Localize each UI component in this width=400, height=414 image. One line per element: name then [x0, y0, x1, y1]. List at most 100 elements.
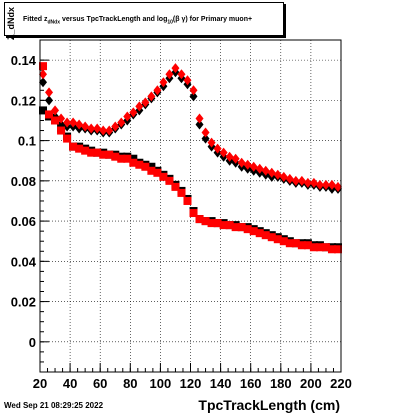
data-point-square — [291, 239, 300, 248]
data-point-square — [105, 150, 114, 159]
y-tick-label: 0.08 — [11, 174, 36, 189]
x-tick-label: 120 — [180, 376, 202, 391]
data-point-diamond — [189, 91, 198, 102]
data-point-square — [249, 227, 258, 236]
data-point-diamond — [255, 163, 264, 174]
data-point-square — [201, 217, 210, 226]
data-point-diamond — [75, 119, 84, 130]
data-point-square — [231, 223, 240, 232]
data-point-square — [69, 142, 78, 151]
chart-title: Fitted zdNdx versus TpcTrackLength and l… — [23, 16, 253, 26]
data-point-diamond — [153, 85, 162, 96]
data-point-square — [93, 148, 102, 157]
data-point-diamond — [201, 127, 210, 138]
data-point-diamond — [315, 179, 324, 190]
data-point-diamond — [327, 179, 336, 190]
data-point-square — [39, 62, 48, 71]
data-point-square — [315, 243, 324, 252]
data-point-diamond — [285, 173, 294, 184]
x-axis-label: TpcTrackLength (cm) — [198, 397, 340, 413]
x-tick-label: 220 — [330, 376, 352, 391]
data-point-square — [39, 106, 48, 115]
data-point-diamond — [249, 161, 258, 172]
data-point-diamond — [207, 137, 216, 148]
y-tick-label: 0.14 — [11, 53, 37, 68]
data-point-diamond — [297, 175, 306, 186]
data-point-diamond — [303, 177, 312, 188]
data-point-square — [177, 188, 186, 197]
data-point-square — [117, 154, 126, 163]
x-tick-label: 140 — [210, 376, 232, 391]
data-point-diamond — [123, 111, 132, 122]
data-point-square — [279, 237, 288, 246]
data-point-square — [297, 241, 306, 250]
data-point-square — [87, 148, 96, 157]
x-tick-label: 40 — [63, 376, 77, 391]
x-tick-label: 180 — [270, 376, 292, 391]
data-point-square — [333, 245, 342, 254]
data-point-square — [321, 243, 330, 252]
data-point-diamond — [309, 177, 318, 188]
data-point-diamond — [171, 63, 180, 74]
data-point-square — [123, 154, 132, 163]
data-point-square — [129, 158, 138, 167]
y-tick-label: 0.12 — [11, 93, 36, 108]
data-point-diamond — [237, 157, 246, 168]
data-point-diamond — [81, 121, 90, 132]
data-point-square — [327, 245, 336, 254]
data-point-square — [255, 229, 264, 238]
y-axis-label: Z_dNdx — [6, 6, 16, 40]
plot-frame — [39, 39, 342, 373]
data-point-diamond — [39, 77, 48, 88]
x-tick-label: 200 — [300, 376, 322, 391]
data-point-square — [225, 221, 234, 230]
data-point-diamond — [291, 175, 300, 186]
y-tick-label: 0.1 — [18, 134, 36, 149]
data-point-diamond — [189, 85, 198, 96]
data-point-diamond — [201, 133, 210, 144]
data-point-diamond — [45, 87, 54, 98]
data-point-diamond — [129, 107, 138, 118]
data-point-diamond — [267, 167, 276, 178]
data-point-diamond — [93, 123, 102, 134]
data-point-square — [51, 116, 60, 125]
data-point-diamond — [63, 117, 72, 128]
data-point-square — [243, 225, 252, 234]
data-point-diamond — [105, 125, 114, 136]
data-point-square — [285, 239, 294, 248]
data-point-square — [189, 209, 198, 218]
data-point-square — [57, 126, 66, 135]
data-point-square — [183, 196, 192, 205]
data-point-diamond — [213, 143, 222, 154]
data-point-diamond — [57, 113, 66, 124]
data-point-diamond — [165, 69, 174, 80]
data-point-diamond — [159, 77, 168, 88]
data-point-square — [99, 150, 108, 159]
data-point-square — [81, 146, 90, 155]
data-point-square — [219, 221, 228, 230]
y-tick-label: 0.02 — [11, 295, 36, 310]
data-point-diamond — [321, 179, 330, 190]
data-point-diamond — [231, 153, 240, 164]
data-point-diamond — [279, 171, 288, 182]
data-point-diamond — [273, 169, 282, 180]
data-point-square — [213, 219, 222, 228]
data-point-square — [237, 223, 246, 232]
data-point-diamond — [135, 101, 144, 112]
data-point-square — [267, 233, 276, 242]
x-tick-label: 160 — [240, 376, 262, 391]
data-point-diamond — [177, 69, 186, 80]
data-point-square — [273, 235, 282, 244]
data-point-square — [75, 144, 84, 153]
y-tick-label: 0.06 — [11, 214, 36, 229]
y-tick-label: 0 — [29, 335, 36, 350]
data-point-diamond — [69, 117, 78, 128]
data-point-square — [111, 152, 120, 161]
data-point-square — [129, 154, 138, 163]
data-point-diamond — [141, 97, 150, 108]
data-point-diamond — [111, 121, 120, 132]
data-point-diamond — [117, 117, 126, 128]
data-point-diamond — [195, 113, 204, 124]
data-point-diamond — [243, 159, 252, 170]
